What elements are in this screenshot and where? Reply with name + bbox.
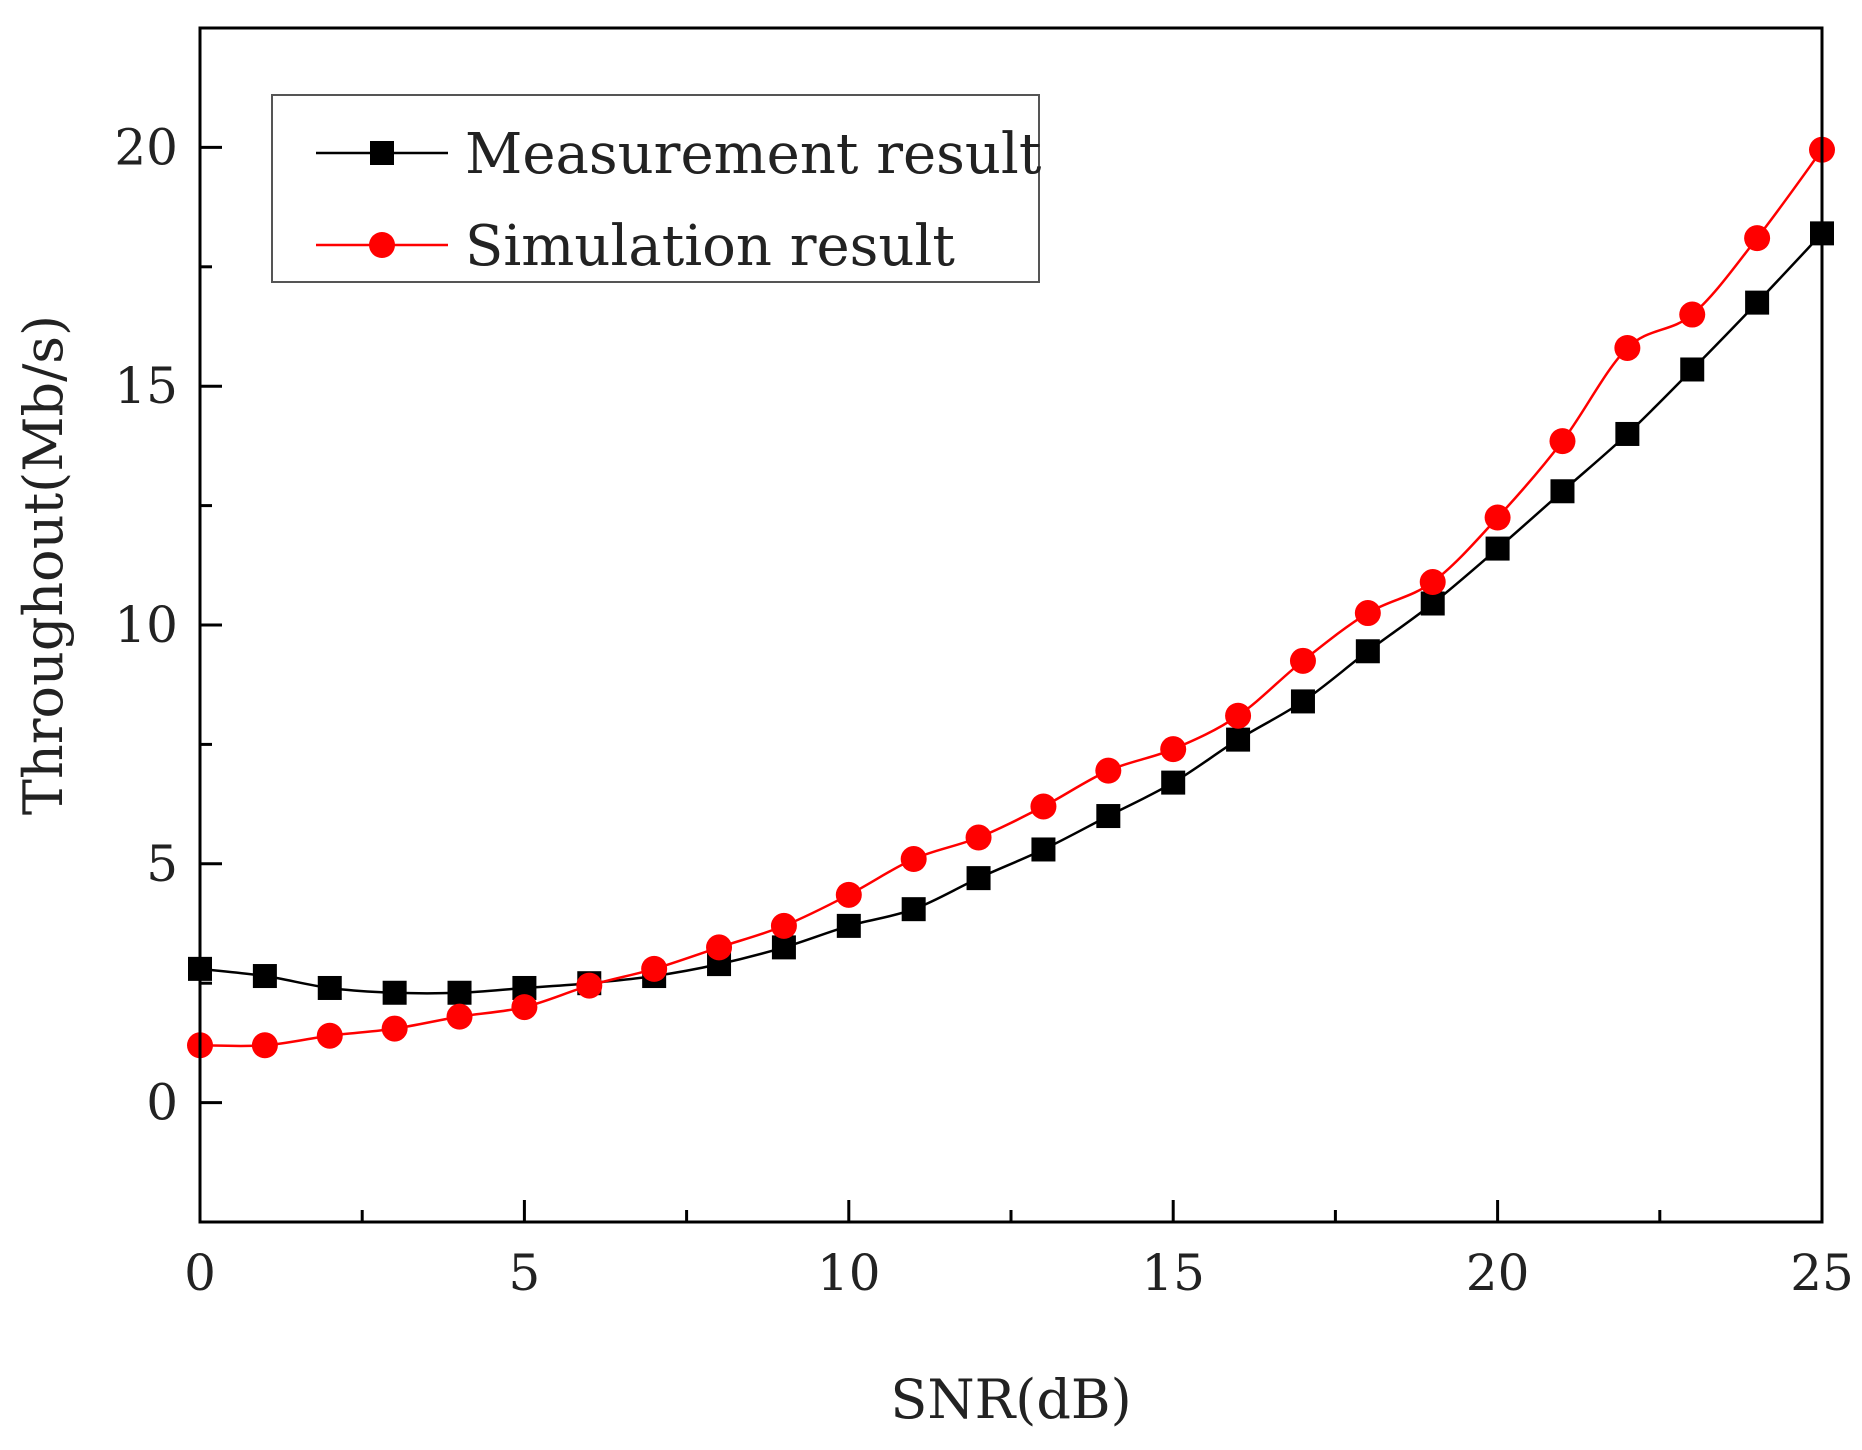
data-point — [576, 972, 603, 999]
data-point — [1549, 428, 1576, 455]
data-point — [1485, 536, 1510, 561]
data-point — [1744, 225, 1771, 252]
data-point — [1290, 689, 1315, 714]
data-point — [382, 980, 407, 1005]
data-point — [1031, 837, 1056, 862]
data-point — [901, 897, 926, 922]
data-point — [1355, 639, 1380, 664]
data-point — [1225, 702, 1252, 729]
data-point — [317, 975, 342, 1000]
data-point — [1679, 301, 1706, 328]
x-tick-label: 25 — [1790, 1244, 1854, 1302]
x-tick-label: 5 — [508, 1244, 540, 1302]
plot-area — [187, 136, 1835, 1059]
data-point — [252, 964, 277, 989]
x-tick-label: 20 — [1466, 1244, 1530, 1302]
data-point — [1615, 421, 1640, 446]
data-point — [1484, 504, 1511, 531]
data-point — [1354, 600, 1381, 627]
data-point — [771, 935, 796, 960]
data-point — [641, 955, 668, 982]
data-point — [1550, 479, 1575, 504]
data-point — [836, 913, 861, 938]
data-point — [770, 912, 797, 939]
legend: Measurement result Simulation result — [271, 94, 1042, 283]
data-point — [1420, 591, 1445, 616]
data-point — [706, 934, 733, 961]
y-tick-label: 0 — [146, 1074, 178, 1132]
x-axis-title: SNR(dB) — [890, 1368, 1131, 1431]
series-2 — [187, 136, 1835, 1059]
data-point — [1095, 757, 1122, 784]
legend-marker — [369, 232, 395, 258]
data-point — [1614, 334, 1641, 361]
data-point — [1030, 793, 1057, 820]
y-tick-label: 20 — [114, 118, 178, 176]
legend-marker — [370, 141, 394, 165]
series-1 — [188, 221, 1834, 1005]
data-point — [900, 846, 927, 873]
data-point — [316, 1022, 343, 1049]
data-point — [1161, 770, 1186, 795]
legend-label: Measurement result — [465, 122, 1042, 187]
legend-item: Measurement result — [316, 122, 1042, 187]
axes: 0 5 10 15 20 25 0 5 10 15 20 — [114, 26, 1854, 1302]
y-tick-label: 10 — [114, 596, 178, 654]
data-point — [1160, 736, 1187, 763]
legend-label: Simulation result — [465, 214, 955, 279]
y-axis-title: Throughout(Mb/s) — [12, 315, 75, 815]
data-point — [447, 980, 472, 1005]
data-point — [1419, 569, 1446, 596]
y-tick-label: 5 — [146, 835, 178, 893]
legend-item: Simulation result — [316, 214, 955, 279]
data-point — [1096, 804, 1121, 829]
data-point — [446, 1003, 473, 1030]
data-point — [1680, 357, 1705, 382]
data-point — [965, 824, 992, 851]
data-point — [1226, 727, 1251, 752]
data-point — [381, 1015, 408, 1042]
data-point — [1289, 647, 1316, 674]
data-point — [966, 866, 991, 891]
data-point — [1745, 290, 1770, 315]
x-tick-label: 0 — [184, 1244, 216, 1302]
x-tick-label: 15 — [1141, 1244, 1205, 1302]
legend-box — [271, 94, 1040, 283]
series-line — [199, 232, 1823, 995]
data-point — [511, 994, 538, 1021]
x-tick-label: 10 — [817, 1244, 881, 1302]
y-tick-label: 15 — [114, 357, 178, 415]
series-line — [199, 149, 1824, 1048]
data-point — [251, 1032, 278, 1059]
data-point — [835, 881, 862, 908]
